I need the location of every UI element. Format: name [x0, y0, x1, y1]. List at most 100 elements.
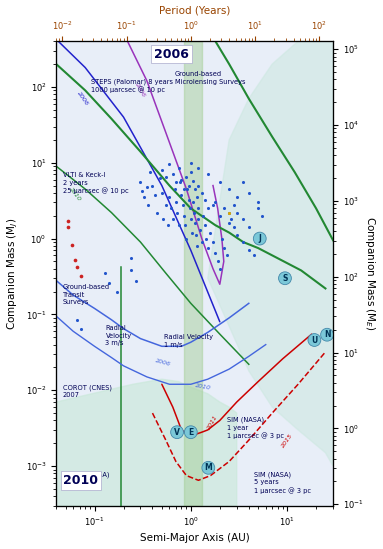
Text: 2010: 2010 — [63, 474, 98, 487]
Text: S: S — [282, 274, 288, 283]
Point — [149, 181, 155, 190]
Point — [178, 175, 185, 184]
Point — [259, 211, 265, 220]
Point — [78, 272, 84, 281]
Point — [186, 181, 192, 190]
Text: Radial Velocity
1 m/s: Radial Velocity 1 m/s — [164, 334, 213, 348]
Point — [65, 217, 71, 226]
Text: M: M — [205, 463, 212, 472]
Point — [226, 208, 232, 217]
Point — [217, 211, 223, 220]
Point — [184, 184, 190, 193]
Point — [205, 170, 211, 179]
Point — [210, 238, 216, 247]
Point — [221, 244, 227, 253]
Bar — [184, 41, 202, 506]
Text: Kepler (NASA)
2007-2010: Kepler (NASA) 2007-2010 — [63, 472, 110, 485]
Point — [192, 184, 198, 193]
Text: J: J — [258, 234, 261, 243]
Point — [160, 215, 167, 223]
Point — [203, 234, 210, 243]
Point — [170, 170, 176, 179]
Text: SIM (NASA)
5 years
1 μarcsec @ 3 pc: SIM (NASA) 5 years 1 μarcsec @ 3 pc — [254, 472, 311, 494]
Point — [246, 246, 252, 255]
Point — [173, 178, 179, 187]
Text: U: U — [311, 335, 318, 345]
Point — [176, 221, 182, 229]
Point — [250, 251, 257, 260]
Point — [139, 187, 145, 195]
Text: V: V — [174, 428, 180, 436]
Point — [212, 198, 218, 207]
Point — [181, 211, 187, 220]
Point — [197, 226, 203, 234]
Point — [195, 215, 201, 223]
Y-axis label: Companion Mass (M$_E$): Companion Mass (M$_E$) — [363, 216, 377, 331]
Point — [183, 234, 190, 243]
Point — [128, 254, 134, 262]
Point — [205, 244, 211, 253]
Text: Ground-based
Microlensing Surveys: Ground-based Microlensing Surveys — [175, 71, 245, 85]
Point — [226, 184, 232, 193]
Point — [234, 231, 240, 240]
Text: E: E — [188, 428, 193, 436]
Point — [255, 198, 261, 207]
Text: 2006: 2006 — [76, 91, 89, 107]
Text: 2006: 2006 — [154, 48, 189, 61]
Point — [246, 188, 252, 197]
Point — [195, 204, 201, 213]
Point — [188, 158, 194, 167]
Point — [199, 188, 205, 197]
Point — [154, 208, 160, 217]
Point — [188, 228, 195, 237]
Point — [240, 238, 246, 247]
Point — [102, 269, 108, 278]
Point — [226, 219, 232, 227]
Point — [166, 193, 172, 201]
Text: 2006: 2006 — [155, 358, 172, 367]
Text: N: N — [324, 330, 330, 339]
Point — [195, 181, 201, 190]
Point — [163, 200, 169, 209]
Point — [65, 223, 71, 232]
Point — [224, 251, 231, 260]
Point — [186, 196, 192, 205]
Point — [188, 215, 194, 223]
Point — [163, 172, 169, 181]
X-axis label: Period (Years): Period (Years) — [159, 5, 230, 15]
Point — [74, 315, 80, 324]
Text: 2010: 2010 — [68, 187, 82, 203]
Point — [240, 215, 246, 223]
Polygon shape — [56, 379, 237, 506]
X-axis label: Semi-Major Axis (AU): Semi-Major Axis (AU) — [140, 534, 249, 544]
Point — [172, 184, 178, 193]
Point — [188, 168, 194, 177]
Text: 2010: 2010 — [195, 383, 212, 391]
Point — [234, 193, 240, 201]
Text: 2006: 2006 — [134, 82, 147, 98]
Point — [231, 200, 237, 209]
Point — [144, 182, 150, 191]
Text: COROT (CNES)
2007: COROT (CNES) 2007 — [63, 384, 112, 398]
Point — [159, 166, 165, 175]
Point — [159, 188, 165, 197]
Text: Ground-based
Transit
Surveys: Ground-based Transit Surveys — [63, 284, 110, 305]
Point — [200, 211, 206, 220]
Point — [193, 193, 200, 201]
Point — [165, 221, 171, 229]
Y-axis label: Companion Mass (M$_J$): Companion Mass (M$_J$) — [6, 217, 20, 330]
Point — [191, 208, 197, 217]
Point — [69, 240, 75, 249]
Point — [208, 228, 214, 237]
Point — [193, 231, 199, 240]
Point — [181, 184, 187, 193]
Point — [195, 164, 201, 172]
Point — [173, 198, 179, 207]
Point — [205, 204, 211, 213]
Point — [114, 287, 120, 296]
Point — [177, 178, 183, 187]
Point — [246, 223, 252, 232]
Point — [182, 221, 188, 229]
Point — [141, 193, 147, 201]
Point — [219, 234, 225, 243]
